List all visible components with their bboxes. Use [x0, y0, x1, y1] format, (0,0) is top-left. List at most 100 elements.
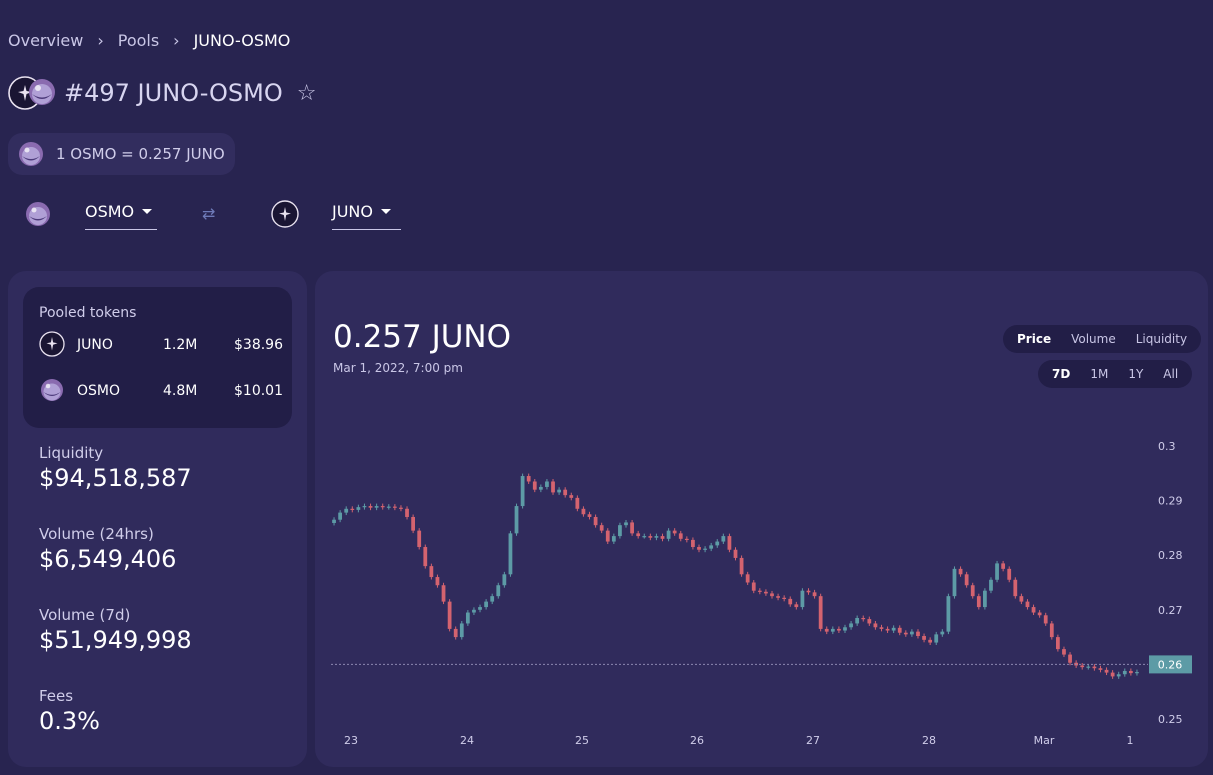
price-candlestick-chart[interactable]: 0.30.290.280.270.260.25232425262728Mar10…: [315, 271, 1208, 767]
swap-arrows-icon[interactable]: ⇄: [202, 204, 216, 223]
caret-down-icon: [142, 209, 153, 214]
liquidity-label: Liquidity: [39, 444, 104, 462]
candle-body: [855, 617, 860, 624]
pool-stats-panel: Pooled tokens JUNO 1.2M $38.96 OSMO 4.8M…: [8, 271, 307, 767]
fees-value: 0.3%: [39, 707, 100, 735]
volume-7d-value: $51,949,998: [39, 626, 192, 654]
candle-body: [837, 628, 841, 631]
candle-body: [496, 585, 501, 597]
candle-body: [788, 598, 793, 605]
candle-body: [1068, 654, 1072, 663]
candle-body: [532, 481, 537, 490]
candle-body: [587, 514, 592, 517]
y-tick-label: 0.29: [1158, 495, 1183, 508]
tab-price[interactable]: Price: [1017, 332, 1052, 346]
range-1y[interactable]: 1Y: [1128, 367, 1144, 381]
page-title: #497 JUNO-OSMO: [64, 79, 283, 107]
x-tick-label: 26: [690, 734, 704, 747]
range-all[interactable]: All: [1163, 367, 1179, 381]
candle-body: [380, 506, 385, 508]
chart-panel: 0.257 JUNO Mar 1, 2022, 7:00 pm Price Vo…: [315, 271, 1208, 767]
osmo-token-icon: [26, 202, 50, 226]
candle-body: [946, 596, 951, 632]
price-timestamp: Mar 1, 2022, 7:00 pm: [333, 361, 463, 375]
fees-stat: Fees 0.3%: [39, 687, 100, 735]
current-price-badge: [1149, 655, 1192, 674]
candle-body: [818, 596, 823, 629]
candle-body: [618, 525, 622, 537]
candle-body: [995, 563, 999, 580]
pooled-token-usd: $10.01: [234, 383, 283, 399]
current-price-label: 0.26: [1158, 658, 1183, 671]
candle-body: [861, 617, 866, 620]
candle-body: [599, 525, 604, 531]
candle-body: [423, 547, 428, 567]
candle-body: [1037, 612, 1042, 616]
y-tick-label: 0.3: [1158, 440, 1176, 453]
candle-body: [989, 579, 993, 591]
candle-body: [453, 628, 458, 638]
candle-body: [508, 533, 513, 575]
candle-body: [678, 533, 683, 539]
candle-body: [934, 634, 939, 643]
candle-body: [605, 530, 610, 542]
candle-body: [648, 536, 653, 538]
favorite-star-icon[interactable]: ☆: [296, 80, 317, 106]
candle-body: [490, 596, 495, 602]
candle-body: [557, 489, 561, 493]
pooled-token-row: JUNO 1.2M $38.96: [39, 331, 283, 359]
candle-body: [916, 631, 920, 637]
candle-body: [563, 489, 568, 496]
osmo-token-icon: [41, 379, 63, 401]
candle-body: [970, 585, 975, 597]
caret-down-icon: [381, 209, 391, 214]
pooled-token-usd: $38.96: [234, 337, 283, 353]
candle-body: [472, 609, 476, 613]
volume-7d-label: Volume (7d): [39, 606, 131, 624]
exchange-rate-text: 1 OSMO = 0.257 JUNO: [56, 145, 225, 163]
candle-body: [1019, 596, 1024, 602]
tab-volume[interactable]: Volume: [1071, 332, 1116, 346]
candle-body: [666, 530, 671, 539]
breadcrumb-current: JUNO-OSMO: [193, 31, 291, 50]
candle-body: [958, 568, 963, 575]
pair-icons: [8, 74, 62, 112]
range-7d[interactable]: 7D: [1052, 367, 1071, 381]
tab-liquidity[interactable]: Liquidity: [1135, 332, 1188, 346]
candle-body: [1092, 666, 1097, 669]
volume-24h-stat: Volume (24hrs) $6,549,406: [39, 525, 176, 573]
x-tick-label: 25: [575, 734, 589, 747]
breadcrumb-pools-link[interactable]: Pools: [117, 31, 160, 50]
breadcrumb-overview-link[interactable]: Overview: [8, 31, 84, 50]
candle-body: [484, 601, 488, 608]
candle-body: [581, 508, 586, 515]
candle-body: [545, 481, 549, 487]
candle-body: [611, 536, 616, 542]
candle-body: [1086, 666, 1091, 668]
x-tick-label: 27: [806, 734, 820, 747]
y-tick-label: 0.28: [1158, 549, 1183, 562]
candle-body: [429, 566, 434, 578]
candle-body: [751, 582, 756, 591]
from-token-select[interactable]: OSMO: [85, 202, 157, 230]
to-token-select[interactable]: JUNO: [332, 202, 401, 230]
volume-7d-stat: Volume (7d) $51,949,998: [39, 606, 192, 654]
pooled-tokens-card: Pooled tokens JUNO 1.2M $38.96 OSMO 4.8M…: [23, 287, 292, 428]
candle-body: [843, 627, 847, 631]
candle-body: [715, 541, 720, 546]
candle-body: [642, 536, 647, 538]
x-tick-label: 1: [1127, 734, 1134, 747]
candle-body: [1013, 579, 1018, 597]
pool-header: #497 JUNO-OSMO ☆: [8, 74, 317, 112]
candle-body: [447, 601, 452, 629]
y-tick-label: 0.27: [1158, 604, 1183, 617]
candle-body: [983, 590, 987, 608]
range-1m[interactable]: 1M: [1090, 367, 1109, 381]
exchange-rate-pill: 1 OSMO = 0.257 JUNO: [8, 133, 235, 175]
pooled-token-amount: 4.8M: [163, 383, 198, 399]
candle-body: [727, 536, 732, 550]
candle-body: [867, 619, 872, 624]
current-price: 0.257 JUNO: [333, 319, 512, 355]
chart-type-tabs: Price Volume Liquidity: [1003, 325, 1202, 353]
candle-body: [903, 632, 908, 635]
